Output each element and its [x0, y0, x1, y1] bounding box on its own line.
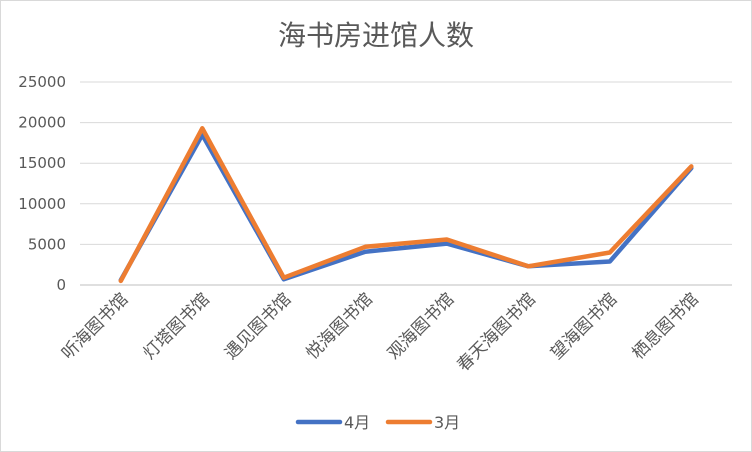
x-category-label: 观海图书馆 [384, 289, 458, 363]
y-tick-label: 15000 [18, 154, 66, 172]
y-tick-label: 20000 [18, 114, 66, 132]
series-lines [118, 126, 694, 284]
gridlines [80, 81, 732, 286]
x-category-label: 听海图书馆 [58, 289, 132, 363]
y-axis-ticks: 0 5000 10000 15000 20000 25000 [18, 73, 66, 294]
x-category-label: 灯塔图书馆 [140, 289, 214, 363]
series-line [118, 126, 694, 284]
y-tick-label: 25000 [18, 73, 66, 91]
y-tick-label: 0 [56, 276, 66, 294]
y-tick-label: 10000 [18, 195, 66, 213]
legend-label: 4月 [344, 413, 370, 432]
legend: 4月 3月 [295, 413, 460, 432]
x-category-label: 悦海图书馆 [303, 289, 377, 363]
chart-title: 海书房进馆人数 [277, 19, 474, 52]
x-category-label: 望海图书馆 [547, 289, 621, 363]
x-category-label: 春天海图书馆 [454, 289, 540, 375]
series-line [118, 132, 694, 283]
y-tick-label: 5000 [28, 235, 66, 253]
legend-label: 3月 [434, 413, 460, 432]
x-category-label: 栖息图书馆 [629, 289, 703, 363]
x-category-label: 遇见图书馆 [221, 289, 295, 363]
